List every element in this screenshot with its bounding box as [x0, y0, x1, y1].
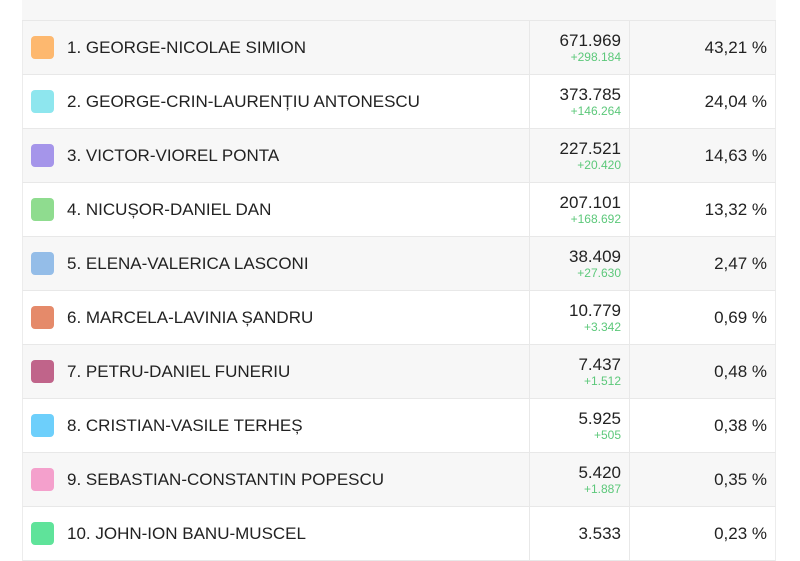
vote-delta: +168.692 [570, 212, 621, 226]
candidate-name: 6. MARCELA-LAVINIA ȘANDRU [67, 307, 314, 327]
candidate-cell: 4. NICUȘOR-DANIEL DAN [23, 183, 530, 236]
votes-cell: 671.969 +298.184 [530, 21, 630, 74]
vote-delta: +1.887 [583, 482, 621, 496]
candidate-name: 3. VICTOR-VIOREL PONTA [67, 145, 280, 165]
candidate-row[interactable]: 3. VICTOR-VIOREL PONTA 227.521 +20.420 14… [22, 129, 776, 183]
vote-delta: +20.420 [577, 158, 621, 172]
vote-delta: +298.184 [570, 50, 621, 64]
candidate-row[interactable]: 2. GEORGE-CRIN-LAURENȚIU ANTONESCU 373.7… [22, 75, 776, 129]
vote-count: 5.925 [578, 409, 621, 428]
candidate-row[interactable]: 10. JOHN-ION BANU-MUSCEL 3.533 0,23 % [22, 507, 776, 561]
candidate-row[interactable]: 5. ELENA-VALERICA LASCONI 38.409 +27.630 … [22, 237, 776, 291]
candidate-name: 9. SEBASTIAN-CONSTANTIN POPESCU [67, 469, 385, 489]
color-swatch [31, 144, 54, 167]
candidate-cell: 5. ELENA-VALERICA LASCONI [23, 237, 530, 290]
color-swatch [31, 36, 54, 59]
candidate-row[interactable]: 7. PETRU-DANIEL FUNERIU 7.437 +1.512 0,48… [22, 345, 776, 399]
vote-delta: +1.512 [583, 374, 621, 388]
vote-percent: 2,47 % [714, 253, 767, 273]
vote-count: 7.437 [578, 355, 621, 374]
vote-count: 373.785 [559, 85, 621, 104]
candidate-cell: 2. GEORGE-CRIN-LAURENȚIU ANTONESCU [23, 75, 530, 128]
vote-percent: 0,35 % [714, 469, 767, 489]
votes-cell: 373.785 +146.264 [530, 75, 630, 128]
vote-count: 10.779 [569, 301, 621, 320]
candidate-name: 5. ELENA-VALERICA LASCONI [67, 253, 309, 273]
votes-cell: 10.779 +3.342 [530, 291, 630, 344]
votes-cell: 5.420 +1.887 [530, 453, 630, 506]
candidate-cell: 8. CRISTIAN-VASILE TERHEȘ [23, 399, 530, 452]
color-swatch [31, 360, 54, 383]
candidate-cell: 9. SEBASTIAN-CONSTANTIN POPESCU [23, 453, 530, 506]
vote-delta: +146.264 [570, 104, 621, 118]
vote-count: 5.420 [578, 463, 621, 482]
vote-delta: +505 [593, 428, 621, 442]
table-header [22, 0, 776, 20]
results-table: 1. GEORGE-NICOLAE SIMION 671.969 +298.184… [22, 20, 776, 561]
votes-cell: 227.521 +20.420 [530, 129, 630, 182]
candidate-cell: 7. PETRU-DANIEL FUNERIU [23, 345, 530, 398]
vote-percent: 43,21 % [704, 37, 767, 57]
candidate-name: 4. NICUȘOR-DANIEL DAN [67, 199, 272, 219]
candidate-row[interactable]: 6. MARCELA-LAVINIA ȘANDRU 10.779 +3.342 0… [22, 291, 776, 345]
vote-percent: 14,63 % [704, 145, 767, 165]
vote-count: 671.969 [559, 31, 621, 50]
color-swatch [31, 414, 54, 437]
color-swatch [31, 252, 54, 275]
vote-count: 227.521 [559, 139, 621, 158]
vote-delta: +27.630 [577, 266, 621, 280]
vote-count: 207.101 [559, 193, 621, 212]
candidate-row[interactable]: 9. SEBASTIAN-CONSTANTIN POPESCU 5.420 +1.… [22, 453, 776, 507]
color-swatch [31, 468, 54, 491]
votes-cell: 207.101 +168.692 [530, 183, 630, 236]
candidate-row[interactable]: 8. CRISTIAN-VASILE TERHEȘ 5.925 +505 0,38… [22, 399, 776, 453]
candidate-row[interactable]: 1. GEORGE-NICOLAE SIMION 671.969 +298.184… [22, 21, 776, 75]
color-swatch [31, 198, 54, 221]
vote-percent: 13,32 % [704, 199, 767, 219]
candidate-name: 8. CRISTIAN-VASILE TERHEȘ [67, 415, 303, 435]
vote-delta: +3.342 [583, 320, 621, 334]
color-swatch [31, 90, 54, 113]
vote-percent: 24,04 % [704, 91, 767, 111]
candidate-name: 2. GEORGE-CRIN-LAURENȚIU ANTONESCU [67, 91, 420, 111]
votes-cell: 38.409 +27.630 [530, 237, 630, 290]
votes-cell: 7.437 +1.512 [530, 345, 630, 398]
candidate-row[interactable]: 4. NICUȘOR-DANIEL DAN 207.101 +168.692 13… [22, 183, 776, 237]
vote-percent: 0,69 % [714, 307, 767, 327]
vote-percent: 0,48 % [714, 361, 767, 381]
candidate-cell: 1. GEORGE-NICOLAE SIMION [23, 21, 530, 74]
candidate-name: 1. GEORGE-NICOLAE SIMION [67, 37, 306, 57]
color-swatch [31, 306, 54, 329]
candidate-cell: 3. VICTOR-VIOREL PONTA [23, 129, 530, 182]
vote-count: 38.409 [569, 247, 621, 266]
candidate-name: 7. PETRU-DANIEL FUNERIU [67, 361, 291, 381]
vote-percent: 0,38 % [714, 415, 767, 435]
candidate-cell: 6. MARCELA-LAVINIA ȘANDRU [23, 291, 530, 344]
votes-cell: 5.925 +505 [530, 399, 630, 452]
